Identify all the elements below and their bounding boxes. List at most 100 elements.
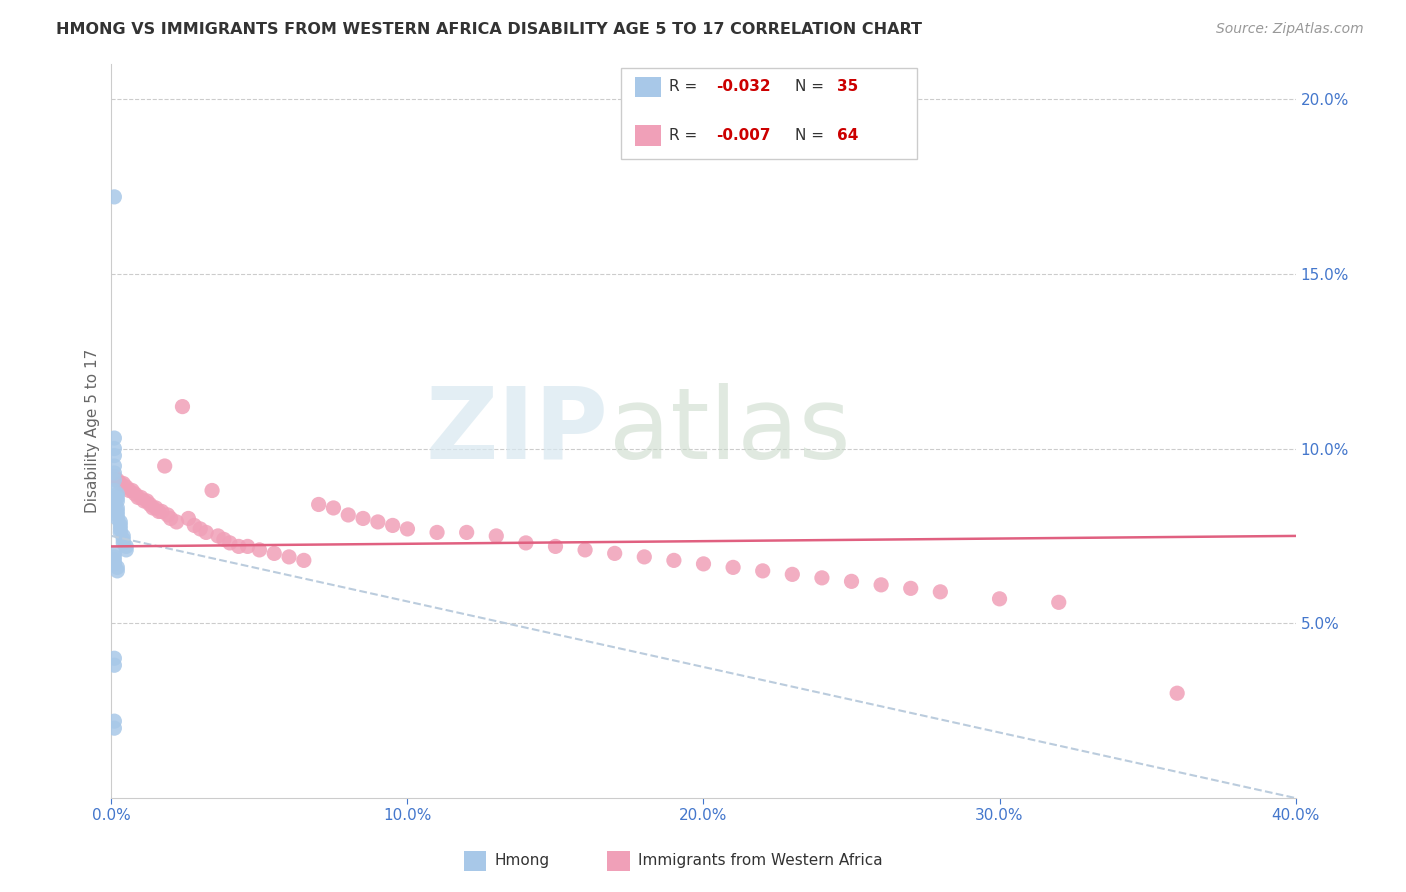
Point	[263, 546, 285, 560]
Point	[103, 466, 125, 480]
Point	[692, 557, 714, 571]
Point	[103, 449, 125, 463]
Point	[574, 542, 596, 557]
Point	[110, 525, 132, 540]
Text: 64: 64	[838, 128, 859, 143]
Point	[177, 511, 200, 525]
Point	[105, 504, 128, 518]
Point	[136, 494, 159, 508]
Point	[105, 491, 128, 505]
Point	[292, 553, 315, 567]
Point	[515, 536, 537, 550]
Point	[1166, 686, 1188, 700]
FancyBboxPatch shape	[620, 68, 917, 160]
Point	[662, 553, 685, 567]
Point	[183, 518, 205, 533]
Point	[150, 504, 173, 518]
Point	[115, 542, 138, 557]
Point	[228, 540, 250, 554]
Point	[195, 525, 218, 540]
Point	[103, 714, 125, 728]
Point	[142, 500, 165, 515]
Point	[201, 483, 224, 498]
Point	[103, 473, 125, 487]
Point	[103, 431, 125, 445]
Point	[103, 557, 125, 571]
Point	[105, 508, 128, 522]
Point	[105, 494, 128, 508]
Point	[105, 560, 128, 574]
Point	[1047, 595, 1070, 609]
Point	[110, 522, 132, 536]
Point	[103, 469, 125, 483]
Text: Hmong: Hmong	[495, 854, 550, 868]
Point	[426, 525, 449, 540]
Text: N =: N =	[794, 79, 828, 95]
Point	[121, 483, 143, 498]
Point	[103, 190, 125, 204]
Text: atlas: atlas	[609, 383, 851, 480]
Point	[105, 473, 128, 487]
Point	[103, 721, 125, 735]
Point	[103, 549, 125, 564]
Point	[337, 508, 360, 522]
Point	[139, 498, 162, 512]
Text: N =: N =	[794, 128, 828, 143]
Point	[900, 582, 922, 596]
Point	[811, 571, 834, 585]
Bar	[636, 125, 661, 145]
Point	[112, 533, 135, 547]
Point	[367, 515, 389, 529]
Point	[841, 574, 863, 589]
Point	[103, 553, 125, 567]
Point	[105, 487, 128, 501]
Text: HMONG VS IMMIGRANTS FROM WESTERN AFRICA DISABILITY AGE 5 TO 17 CORRELATION CHART: HMONG VS IMMIGRANTS FROM WESTERN AFRICA …	[56, 22, 922, 37]
Point	[544, 540, 567, 554]
Point	[159, 511, 181, 525]
Point	[212, 533, 235, 547]
Point	[112, 529, 135, 543]
Point	[110, 515, 132, 529]
Point	[166, 515, 188, 529]
Point	[782, 567, 804, 582]
Point	[105, 511, 128, 525]
Point	[485, 529, 508, 543]
Point	[308, 498, 330, 512]
Point	[278, 549, 301, 564]
Point	[112, 476, 135, 491]
Text: -0.007: -0.007	[717, 128, 770, 143]
Point	[115, 540, 138, 554]
Text: Immigrants from Western Africa: Immigrants from Western Africa	[638, 854, 883, 868]
Point	[633, 549, 655, 564]
Point	[870, 578, 893, 592]
Point	[929, 585, 952, 599]
Text: -0.032: -0.032	[717, 79, 770, 95]
Point	[103, 651, 125, 665]
Point	[103, 494, 125, 508]
Point	[352, 511, 374, 525]
Point	[129, 491, 152, 505]
Point	[218, 536, 240, 550]
Point	[249, 542, 271, 557]
Point	[103, 458, 125, 473]
Point	[105, 500, 128, 515]
Text: R =: R =	[669, 128, 702, 143]
Point	[110, 518, 132, 533]
Point	[381, 518, 404, 533]
Point	[124, 487, 146, 501]
Point	[153, 458, 176, 473]
Text: ZIP: ZIP	[426, 383, 609, 480]
Point	[145, 500, 167, 515]
Point	[112, 536, 135, 550]
Point	[456, 525, 478, 540]
Point	[103, 483, 125, 498]
Point	[103, 546, 125, 560]
Point	[188, 522, 211, 536]
Point	[103, 442, 125, 456]
Point	[110, 476, 132, 491]
Point	[603, 546, 626, 560]
Text: R =: R =	[669, 79, 702, 95]
Point	[132, 494, 155, 508]
Point	[396, 522, 419, 536]
Point	[322, 500, 344, 515]
